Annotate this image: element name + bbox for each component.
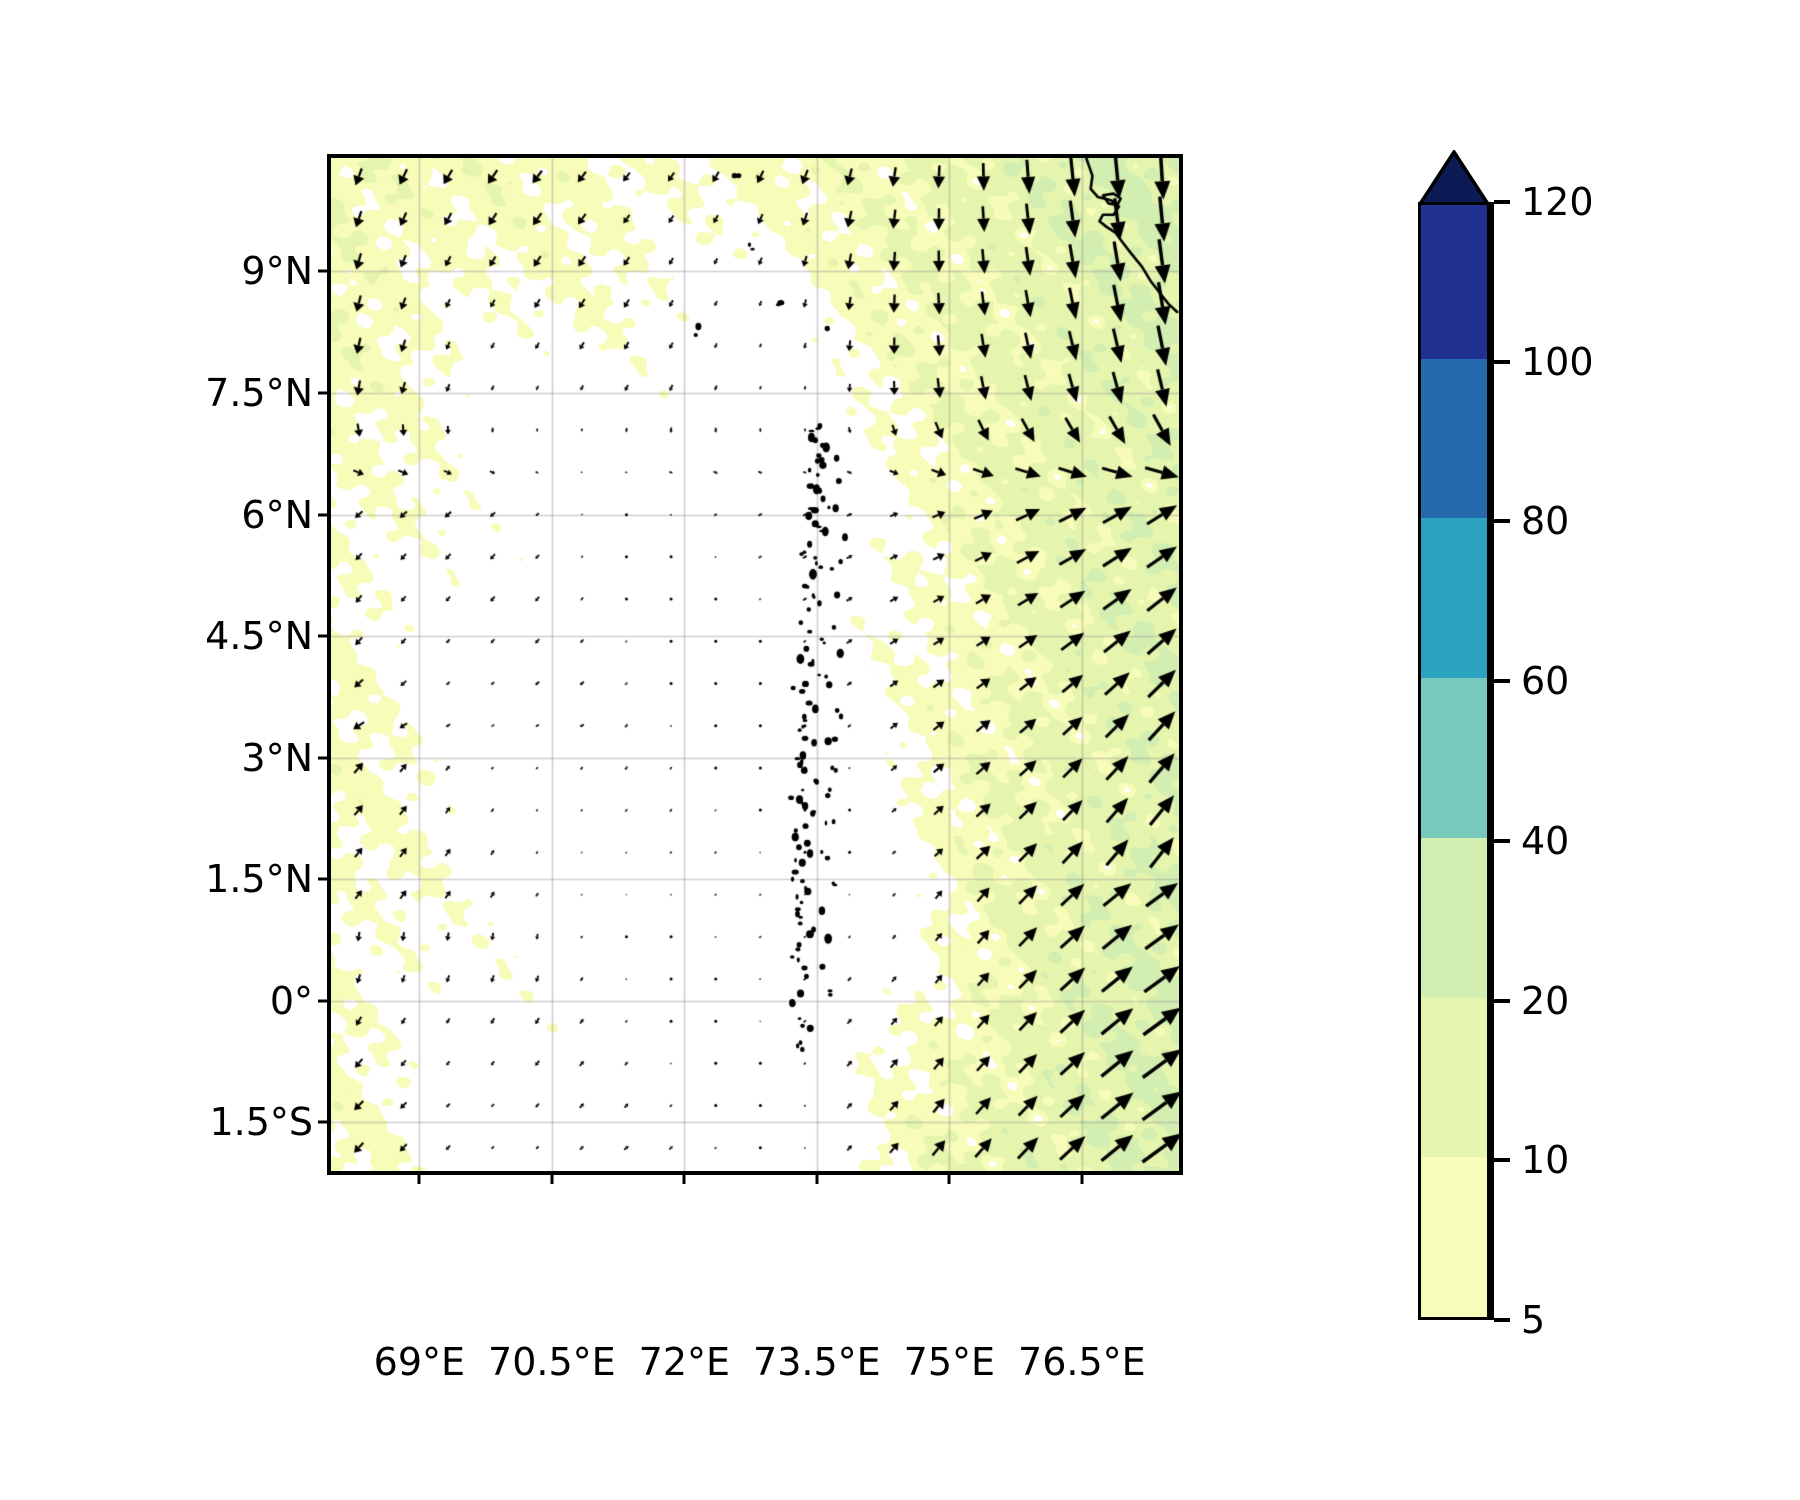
y-axis-tick-mark [318, 1120, 329, 1124]
colorbar: 120 100 80 60 40 20 10 5 [1416, 148, 1748, 1350]
y-axis-tick-mark [318, 999, 329, 1003]
colorbar-tick-label: 5 [1521, 1298, 1546, 1342]
y-axis-tick-mark [318, 269, 329, 273]
colorbar-tick-label: 100 [1521, 339, 1594, 384]
colorbar-tick-mark [1494, 359, 1510, 364]
x-axis-tick-mark [417, 1173, 421, 1184]
colorbar-tick-mark [1494, 519, 1510, 524]
colorbar-tick-label: 120 [1521, 180, 1594, 224]
x-axis-tick-mark [815, 1173, 819, 1184]
y-axis-tick-mark [318, 513, 329, 517]
x-axis-tick-mark [1080, 1173, 1084, 1184]
x-axis-tick-label: 75°E [903, 1340, 996, 1384]
colorbar-tick-label: 10 [1521, 1138, 1570, 1183]
colorbar-tick-mark [1494, 679, 1510, 684]
wind-field-canvas [331, 158, 1179, 1171]
colorbar-tick-mark [1494, 200, 1510, 204]
y-axis-tick-mark [318, 634, 329, 638]
y-axis-tick-label: 9°N [241, 249, 313, 294]
colorbar-tick-label: 40 [1521, 818, 1570, 863]
y-axis-tick-label: 6°N [241, 492, 313, 537]
colorbar-segment [1421, 517, 1487, 679]
x-axis-tick-label: 69°E [373, 1340, 466, 1384]
colorbar-extend-arrow [1416, 148, 1492, 206]
x-axis-tick-mark [682, 1173, 686, 1184]
colorbar-tick-label: 20 [1521, 978, 1570, 1023]
colorbar-gradient-bar [1418, 202, 1490, 1320]
colorbar-segment [1421, 205, 1487, 359]
y-axis-tick-label: 1.5°N [205, 857, 313, 902]
colorbar-segment [1421, 357, 1487, 519]
y-axis-tick-mark [318, 756, 329, 760]
x-axis-tick-label: 72°E [638, 1340, 731, 1384]
colorbar-tick-label: 60 [1521, 659, 1570, 704]
colorbar-segment [1421, 1156, 1487, 1317]
y-axis-tick-label: 1.5°S [209, 1100, 313, 1145]
y-axis-tick-label: 7.5°N [205, 371, 313, 416]
y-axis-tick-label: 3°N [241, 735, 313, 780]
y-axis-tick-label: 4.5°N [205, 614, 313, 659]
x-axis-tick-label: 70.5°E [488, 1340, 616, 1384]
x-axis-tick-mark [947, 1173, 951, 1184]
colorbar-tick-mark [1494, 838, 1510, 843]
colorbar-tick-label: 80 [1521, 499, 1570, 544]
x-axis-tick-mark [550, 1173, 554, 1184]
x-axis-tick-label: 73.5°E [753, 1340, 881, 1384]
colorbar-tick-mark [1494, 998, 1510, 1003]
x-axis-tick-label: 76.5°E [1018, 1340, 1146, 1384]
y-axis-tick-mark [318, 877, 329, 881]
y-axis-tick-mark [318, 391, 329, 395]
colorbar-extend-triangle-icon [1416, 148, 1492, 206]
colorbar-segment [1421, 996, 1487, 1158]
colorbar-segment [1421, 836, 1487, 998]
y-axis-tick-label: 0° [269, 978, 313, 1023]
colorbar-tick-mark [1494, 1158, 1510, 1163]
colorbar-axis-line [1490, 202, 1494, 1320]
map-plot-area [327, 154, 1183, 1175]
colorbar-tick-mark [1494, 1318, 1510, 1322]
colorbar-segment [1421, 677, 1487, 838]
